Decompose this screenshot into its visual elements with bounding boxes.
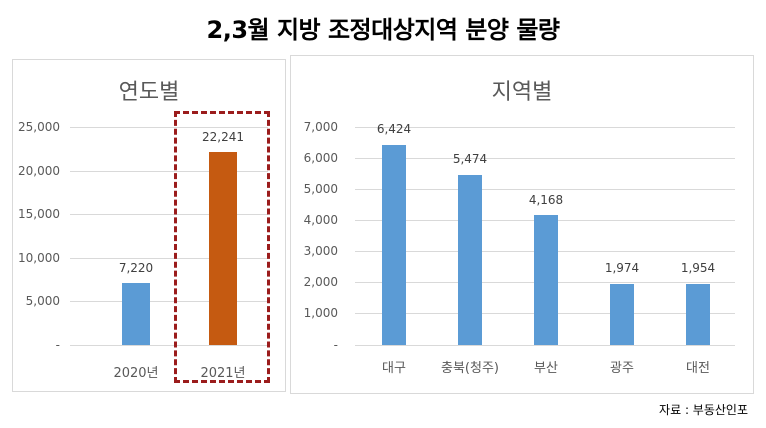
data-label-2020: 7,220	[118, 261, 154, 275]
x-label-2020: 2020년	[113, 366, 159, 381]
bar-2020	[122, 283, 150, 345]
y-tick: 5,000	[303, 182, 338, 196]
y-tick: 25,000	[18, 120, 60, 134]
data-label-2021: 22,241	[202, 130, 244, 144]
x-label-daegu: 대구	[382, 361, 406, 376]
y-tick: 10,000	[18, 251, 60, 265]
bar-2021	[209, 152, 237, 345]
y-tick: -	[333, 338, 338, 352]
x-label-daejeon: 대전	[686, 361, 710, 376]
bar-daejeon	[686, 284, 710, 345]
y-tick: 7,000	[303, 120, 338, 134]
data-label-busan: 4,168	[528, 193, 564, 207]
highlight-box-2021	[174, 111, 270, 383]
bar-gwangju	[610, 284, 634, 345]
data-label-daegu: 6,424	[376, 122, 412, 136]
data-label-chungbuk: 5,474	[452, 152, 488, 166]
x-label-busan: 부산	[534, 361, 558, 376]
y-tick: 3,000	[303, 244, 338, 258]
y-tick: 6,000	[303, 151, 338, 165]
x-label-chungbuk: 충북(청주)	[441, 361, 499, 376]
y-tick: 5,000	[25, 294, 60, 308]
source-note: 자료 : 부동산인포	[659, 403, 748, 417]
y-tick: 20,000	[18, 164, 60, 178]
x-label-gwangju: 광주	[610, 361, 634, 376]
y-tick: 2,000	[303, 275, 338, 289]
y-tick: -	[55, 338, 60, 352]
bar-busan	[534, 215, 558, 345]
y-tick: 4,000	[303, 213, 338, 227]
chart-main-title: 2,3월 지방 조정대상지역 분양 물량	[206, 16, 560, 44]
data-label-gwangju: 1,974	[604, 261, 640, 275]
yearly-chart-title: 연도별	[118, 80, 180, 105]
bar-daegu	[382, 145, 406, 345]
y-tick: 15,000	[18, 207, 60, 221]
bar-chungbuk	[458, 175, 482, 345]
data-label-daejeon: 1,954	[680, 261, 716, 275]
y-tick: 1,000	[303, 306, 338, 320]
x-label-2021: 2021년	[200, 366, 246, 381]
regional-chart-panel	[290, 55, 754, 394]
regional-chart-title: 지역별	[491, 80, 553, 105]
